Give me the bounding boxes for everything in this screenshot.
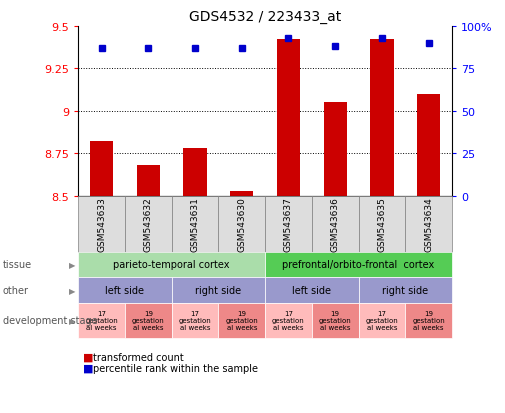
- Text: 17
gestation
al weeks: 17 gestation al weeks: [272, 311, 305, 331]
- Bar: [370, 40, 393, 196]
- Bar: [137, 166, 160, 196]
- Text: 19
gestation
al weeks: 19 gestation al weeks: [412, 311, 445, 331]
- Text: 17
gestation
al weeks: 17 gestation al weeks: [366, 311, 398, 331]
- Text: ▶: ▶: [69, 286, 76, 295]
- Text: ▶: ▶: [69, 316, 76, 325]
- Text: tissue: tissue: [3, 260, 32, 270]
- Text: percentile rank within the sample: percentile rank within the sample: [93, 363, 259, 373]
- Text: left side: left side: [106, 285, 144, 295]
- Text: 17
gestation
al weeks: 17 gestation al weeks: [85, 311, 118, 331]
- Text: right side: right side: [195, 285, 241, 295]
- Text: 17
gestation
al weeks: 17 gestation al weeks: [179, 311, 212, 331]
- Bar: [324, 103, 347, 196]
- Text: transformed count: transformed count: [93, 352, 184, 362]
- Text: GSM543636: GSM543636: [331, 197, 340, 252]
- Text: GSM543637: GSM543637: [284, 197, 293, 252]
- Bar: [90, 142, 113, 196]
- Text: GSM543633: GSM543633: [97, 197, 106, 252]
- Bar: [417, 95, 440, 196]
- Title: GDS4532 / 223433_at: GDS4532 / 223433_at: [189, 10, 341, 24]
- Text: other: other: [3, 285, 28, 295]
- Bar: [230, 191, 254, 196]
- Text: GSM543630: GSM543630: [237, 197, 246, 252]
- Text: GSM543632: GSM543632: [144, 197, 153, 252]
- Text: 19
gestation
al weeks: 19 gestation al weeks: [225, 311, 258, 331]
- Bar: [183, 149, 207, 196]
- Text: development stage: development stage: [3, 316, 97, 326]
- Text: left side: left side: [292, 285, 331, 295]
- Text: ■: ■: [83, 363, 94, 373]
- Text: 19
gestation
al weeks: 19 gestation al weeks: [132, 311, 165, 331]
- Text: GSM543635: GSM543635: [377, 197, 386, 252]
- Text: ▶: ▶: [69, 260, 76, 269]
- Text: parieto-temporal cortex: parieto-temporal cortex: [114, 260, 230, 270]
- Bar: [277, 40, 300, 196]
- Text: right side: right side: [382, 285, 428, 295]
- Text: ■: ■: [83, 352, 94, 362]
- Text: GSM543631: GSM543631: [190, 197, 199, 252]
- Text: GSM543634: GSM543634: [424, 197, 433, 252]
- Text: 19
gestation
al weeks: 19 gestation al weeks: [319, 311, 351, 331]
- Text: prefrontal/orbito-frontal  cortex: prefrontal/orbito-frontal cortex: [282, 260, 435, 270]
